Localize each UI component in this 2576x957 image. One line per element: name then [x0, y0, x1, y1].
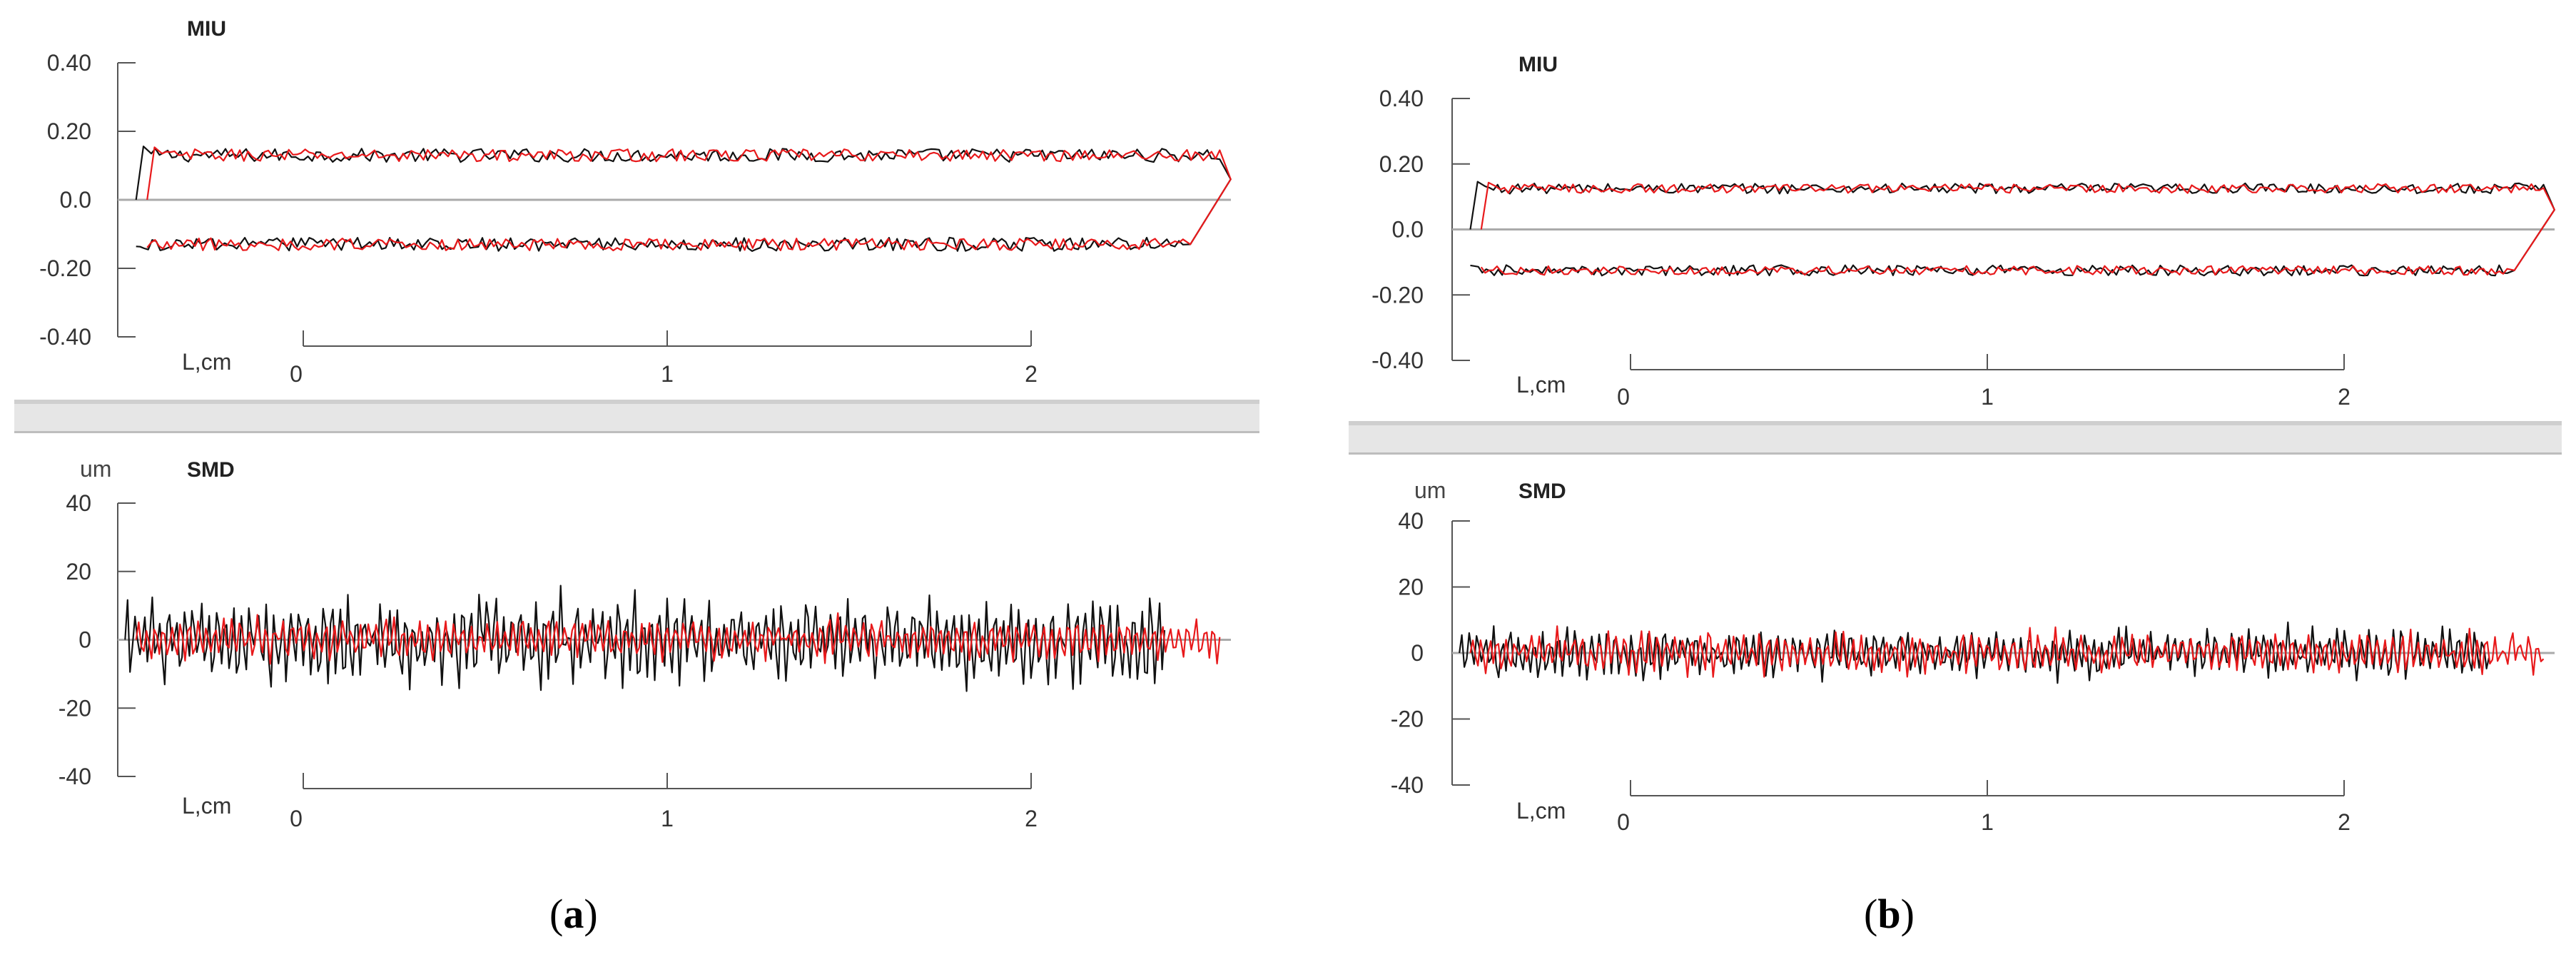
- x-axis-label: L,cm: [182, 793, 231, 819]
- chart-title: SMD: [187, 458, 235, 482]
- y-unit-label: um: [80, 456, 111, 482]
- chart-title: MIU: [187, 17, 226, 41]
- y-tick-label: -0.20: [39, 255, 91, 281]
- chart-title: SMD: [1518, 480, 1566, 503]
- y-tick-label: 0.0: [60, 187, 91, 213]
- chart-title: MIU: [1518, 53, 1558, 76]
- x-tick-label: 1: [1981, 384, 1994, 410]
- x-tick-label: 1: [661, 806, 674, 831]
- y-tick-label: -0.40: [1371, 348, 1424, 373]
- y-tick-label: 20: [1398, 574, 1424, 600]
- chart-b-smd: SMD um 40 20 0 -20 -40 0 1 2 L,cm: [1391, 477, 2555, 835]
- x-tick-label: 1: [661, 361, 674, 387]
- y-tick-label: 0: [78, 627, 91, 653]
- series-line-red: [1480, 181, 2555, 276]
- y-tick-label: 0.40: [47, 50, 91, 76]
- x-tick-label: 2: [2338, 384, 2351, 410]
- caption-a: (a): [549, 891, 598, 937]
- chart-b-miu: MIU 0.40 0.20 0.0 -0.20 -0.40 0 1 2 L,cm: [1371, 53, 2555, 410]
- series-line-black: [1459, 621, 2490, 684]
- series-line-red: [1469, 625, 2545, 678]
- y-tick-label: -20: [1391, 707, 1424, 732]
- y-tick-label: -40: [59, 764, 91, 789]
- chart-a-miu: MIU 0.40 0.20 0.0 -0.20 -0.40 0 1 2 L,cm: [39, 17, 1232, 387]
- x-tick-label: 0: [1617, 384, 1630, 410]
- x-axis-label: L,cm: [1516, 372, 1566, 398]
- y-tick-label: -0.40: [39, 324, 91, 350]
- y-tick-label: -20: [59, 695, 91, 721]
- y-tick-label: 0.40: [1379, 86, 1424, 111]
- x-tick-label: 2: [1025, 806, 1038, 831]
- x-tick-label: 2: [1025, 361, 1038, 387]
- y-tick-label: 0: [1411, 640, 1424, 666]
- y-tick-label: 40: [1398, 508, 1424, 534]
- x-tick-label: 0: [1617, 809, 1630, 835]
- series-line-red: [146, 146, 1232, 252]
- x-tick-label: 2: [2338, 809, 2351, 835]
- y-unit-label: um: [1414, 477, 1446, 503]
- y-tick-label: -0.20: [1371, 282, 1424, 308]
- x-axis-label: L,cm: [182, 349, 231, 375]
- x-tick-label: 0: [290, 361, 303, 387]
- y-tick-label: 0.20: [1379, 151, 1424, 177]
- x-axis-label: L,cm: [1516, 798, 1566, 824]
- y-tick-label: 0.0: [1392, 217, 1424, 243]
- series-line-black: [124, 584, 1166, 692]
- separator-a: [14, 400, 1259, 433]
- y-tick-label: -40: [1391, 772, 1424, 798]
- chart-a-smd: SMD um 40 20 0 -20 -40 0 1 2 L,cm: [59, 456, 1231, 831]
- x-tick-label: 1: [1981, 809, 1994, 835]
- series-line-red: [135, 612, 1221, 665]
- y-tick-label: 0.20: [47, 118, 91, 144]
- separator-b: [1349, 421, 2562, 455]
- caption-b: (b): [1864, 891, 1915, 937]
- x-tick-label: 0: [290, 806, 303, 831]
- y-tick-label: 40: [66, 490, 91, 516]
- y-tick-label: 20: [66, 559, 91, 584]
